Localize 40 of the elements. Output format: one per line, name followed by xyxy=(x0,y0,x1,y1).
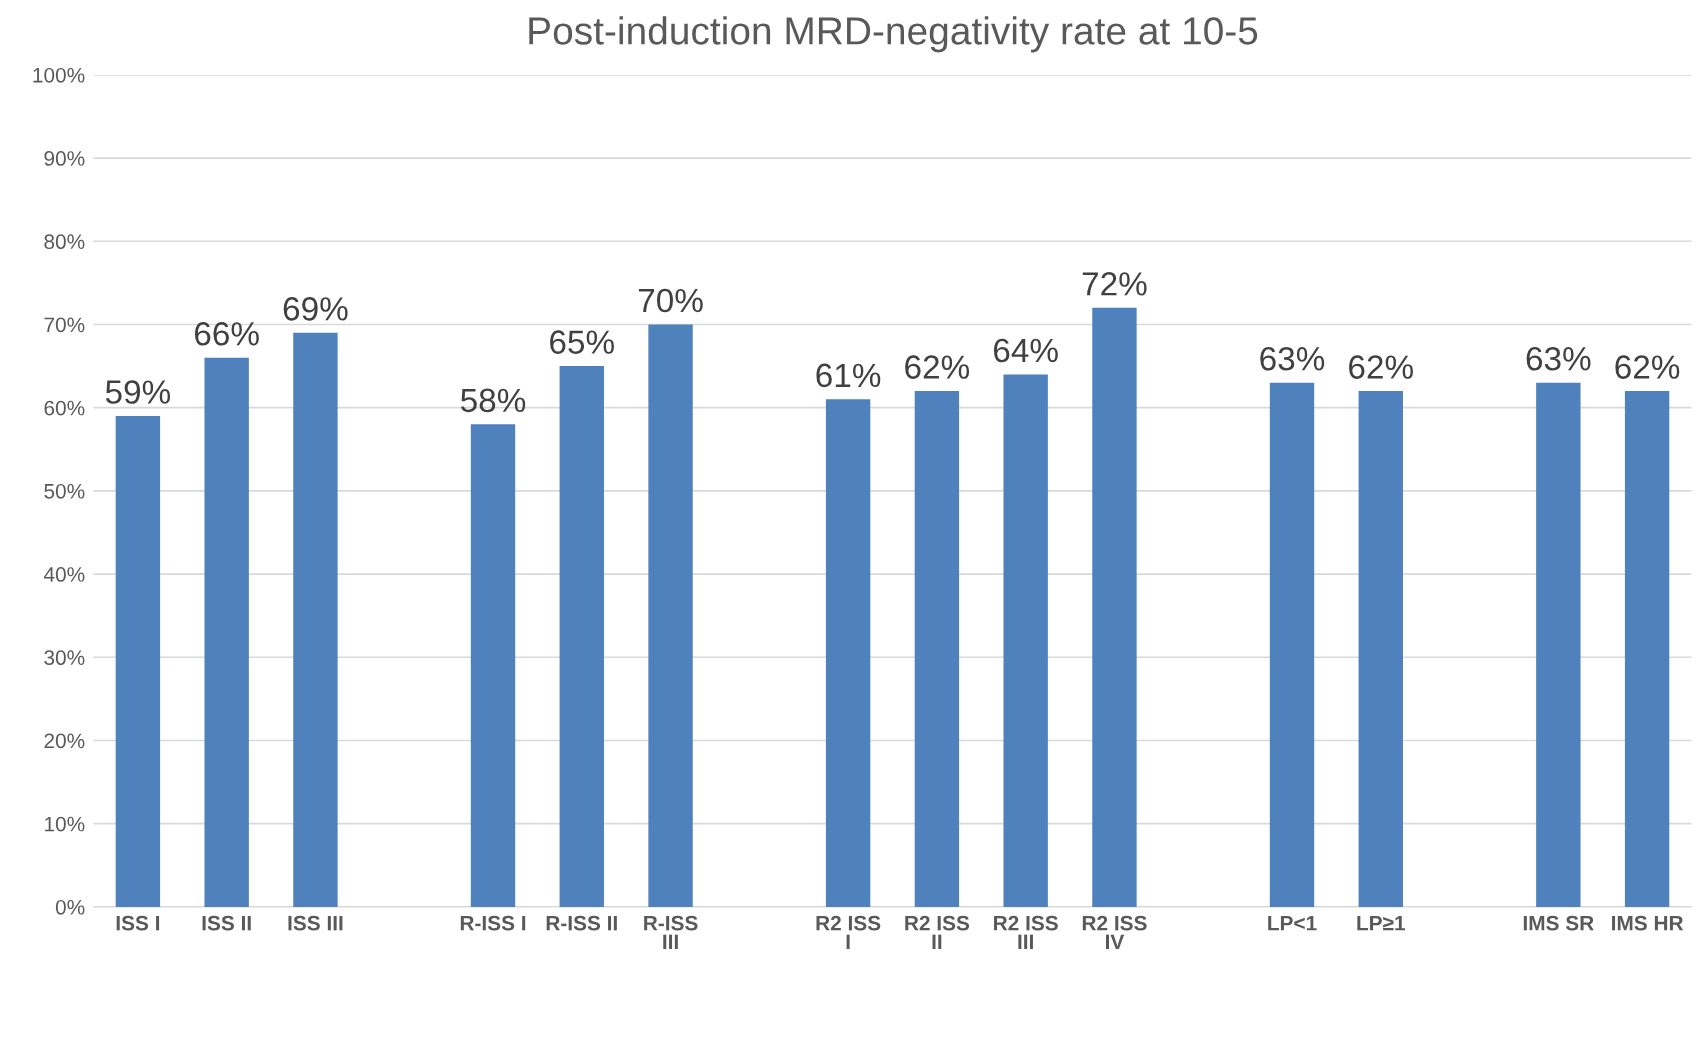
x-tick-label: IMS SR xyxy=(1523,915,1594,931)
x-tick-label: R2 ISS II xyxy=(905,915,970,949)
chart-title: Post-induction MRD-negativity rate at 10-5 xyxy=(529,16,1258,53)
y-tick-label: 80% xyxy=(44,234,85,250)
y-tick-label: 40% xyxy=(43,567,85,582)
x-tick-label: ISS II xyxy=(202,915,251,931)
x-tick-label: LP<1 xyxy=(1268,915,1317,931)
x-tick-label: R2 ISS I xyxy=(816,915,881,949)
y-tick-label: 10% xyxy=(45,816,85,832)
data-label: 66% xyxy=(195,322,259,346)
y-tick-label: 70% xyxy=(44,317,85,333)
y-tick-label: 100% xyxy=(33,67,85,83)
x-tick-label: ISS I xyxy=(116,915,160,931)
y-tick-label: 30% xyxy=(44,650,85,666)
x-tick-label: R-ISS II xyxy=(546,915,617,931)
y-tick-label: 60% xyxy=(44,400,85,416)
data-label: 65% xyxy=(550,330,614,354)
y-tick-label: 20% xyxy=(44,733,85,749)
data-label: 63% xyxy=(1260,346,1325,371)
data-label: 61% xyxy=(816,363,881,388)
y-tick-label: 50% xyxy=(44,483,85,499)
x-tick-label: LP≥1 xyxy=(1357,915,1406,931)
data-label: 62% xyxy=(1349,355,1413,379)
data-label: 62% xyxy=(905,355,970,379)
data-label: 72% xyxy=(1082,272,1147,296)
y-tick-label: 90% xyxy=(44,151,85,166)
data-label: 58% xyxy=(460,388,526,413)
x-tick-label: IMS HR xyxy=(1612,915,1684,931)
x-tick-label: ISS III xyxy=(288,915,343,931)
x-tick-label: R-ISS I xyxy=(460,915,526,931)
data-label: 63% xyxy=(1526,346,1591,371)
y-tick-label: 0% xyxy=(55,899,85,915)
x-tick-label: R-ISS III xyxy=(644,915,698,949)
data-label: 64% xyxy=(994,338,1058,363)
data-label: 62% xyxy=(1615,355,1680,379)
x-tick-label: R2 ISS III xyxy=(994,915,1058,949)
data-label: 59% xyxy=(105,380,171,404)
data-label: 69% xyxy=(283,297,348,321)
x-tick-label: R2 ISS IV xyxy=(1082,915,1147,949)
data-label: 70% xyxy=(638,288,703,313)
